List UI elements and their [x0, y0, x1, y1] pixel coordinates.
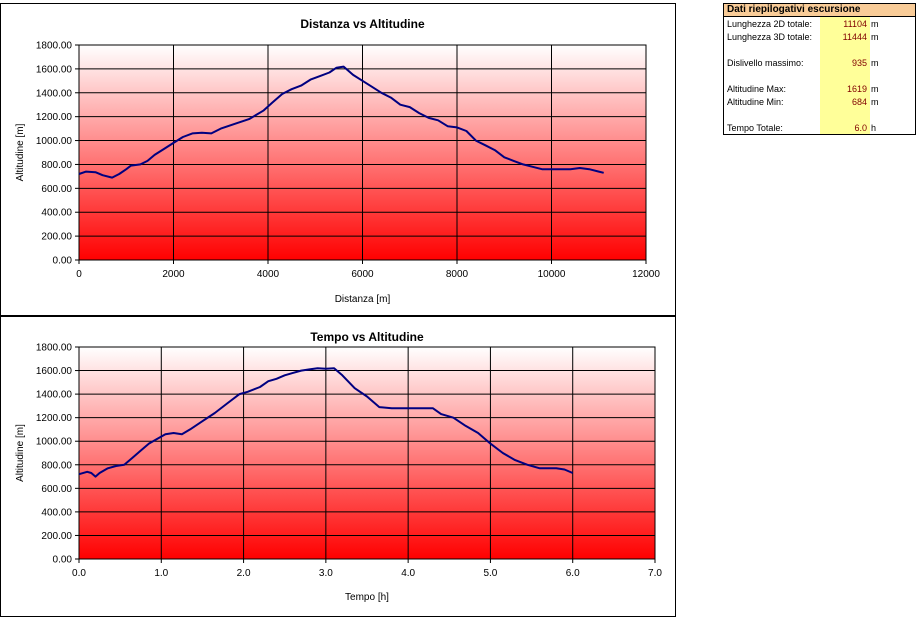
- summary-unit: m: [871, 97, 879, 107]
- summary-values-column: [820, 17, 870, 134]
- y-tick-label: 200.00: [41, 232, 72, 243]
- chart-title: Tempo vs Altitudine: [310, 330, 424, 344]
- summary-label: Altitudine Max:: [727, 84, 787, 94]
- summary-value: 11104: [843, 19, 867, 29]
- chart-panel-distanza: 0.00 200.00 400.00 600.00 800.00 1000.00 1200.…: [0, 3, 676, 316]
- summary-value: 684: [851, 97, 867, 107]
- plot-border: [78, 346, 656, 560]
- summary-label: Altitudine Min:: [727, 97, 784, 107]
- summary-unit: m: [871, 19, 879, 29]
- x-tick-label: 6000: [351, 269, 374, 280]
- y-axis-label: Altitudine [m]: [15, 424, 26, 482]
- summary-label: Lunghezza 3D totale:: [727, 32, 813, 42]
- summary-value: 6.0: [854, 123, 867, 133]
- y-tick-label: 0.00: [53, 555, 73, 566]
- summary-row-altitude-min: Altitudine Min: 684 m: [724, 96, 915, 108]
- plot-border: [78, 44, 647, 261]
- series-line: [78, 65, 604, 179]
- summary-unit: m: [871, 32, 879, 42]
- x-axis-label: Distanza [m]: [335, 294, 391, 305]
- x-tick-label: 10000: [538, 269, 566, 280]
- chart-title: Distanza vs Altitudine: [300, 17, 425, 31]
- y-tick-label: 400.00: [41, 507, 72, 518]
- x-tick-label: 8000: [446, 269, 469, 280]
- summary-value: 1619: [846, 84, 867, 94]
- summary-label: Tempo Totale:: [727, 123, 783, 133]
- y-tick-label: 400.00: [41, 208, 72, 219]
- x-tick-label: 5.0: [483, 568, 497, 579]
- summary-unit: h: [871, 123, 877, 133]
- summary-box: Dati riepilogativi escursione Lunghezza …: [723, 3, 916, 135]
- y-tick-label: 800.00: [41, 460, 72, 471]
- summary-row-elevation-gain: Dislivello massimo: 935 m: [724, 57, 915, 69]
- y-tick-label: 1400.00: [36, 88, 73, 99]
- y-tick-label: 1000.00: [36, 437, 73, 448]
- x-tick-label: 0: [76, 269, 82, 280]
- summary-label: Dislivello massimo:: [727, 58, 804, 68]
- summary-row-total-time: Tempo Totale: 6.0 h: [724, 122, 915, 134]
- summary-row-3d-length: Lunghezza 3D totale: 11444 m: [724, 31, 915, 43]
- x-tick-label: 1.0: [154, 568, 168, 579]
- x-tick-label: 2000: [162, 269, 185, 280]
- summary-unit: m: [871, 58, 879, 68]
- summary-row-2d-length: Lunghezza 2D totale: 11104 m: [724, 18, 915, 30]
- x-axis-label: Tempo [h]: [345, 592, 389, 603]
- y-tick-label: 1200.00: [36, 413, 73, 424]
- summary-row-altitude-max: Altitudine Max: 1619 m: [724, 83, 915, 95]
- chart-tempo-svg: 0.00 200.00 400.00 600.00 800.00 1000.00 1200.…: [15, 330, 662, 603]
- x-tick-label: 3.0: [319, 568, 333, 579]
- y-tick-label: 1600.00: [36, 366, 73, 377]
- chart-panel-tempo: 0.00 200.00 400.00 600.00 800.00 1000.00 1200.…: [0, 316, 676, 617]
- summary-value: 935: [851, 58, 867, 68]
- x-tick-label: 0.0: [72, 568, 86, 579]
- x-tick-label: 7.0: [648, 568, 662, 579]
- x-tick-label: 2.0: [237, 568, 251, 579]
- summary-title: Dati riepilogativi escursione: [724, 4, 915, 17]
- y-tick-label: 1000.00: [36, 136, 73, 147]
- series-line: [78, 367, 574, 478]
- x-tick-label: 4.0: [401, 568, 415, 579]
- summary-label: Lunghezza 2D totale:: [727, 19, 813, 29]
- y-tick-label: 1800.00: [36, 41, 73, 52]
- plot-area: [79, 347, 655, 559]
- y-tick-label: 1600.00: [36, 64, 73, 75]
- x-tick-label: 4000: [257, 269, 280, 280]
- x-tick-label: 6.0: [566, 568, 580, 579]
- y-tick-label: 200.00: [41, 531, 72, 542]
- y-axis-label: Altitudine [m]: [15, 123, 26, 181]
- y-tick-label: 600.00: [41, 484, 72, 495]
- y-tick-label: 1800.00: [36, 343, 73, 354]
- y-tick-label: 0.00: [53, 256, 73, 267]
- summary-unit: m: [871, 84, 879, 94]
- y-tick-label: 800.00: [41, 160, 72, 171]
- summary-value: 11444: [842, 32, 867, 42]
- y-tick-label: 1400.00: [36, 390, 73, 401]
- x-tick-label: 12000: [632, 269, 660, 280]
- y-tick-label: 600.00: [41, 184, 72, 195]
- chart-distanza-svg: 0.00 200.00 400.00 600.00 800.00 1000.00 1200.…: [15, 17, 660, 305]
- y-tick-label: 1200.00: [36, 112, 73, 123]
